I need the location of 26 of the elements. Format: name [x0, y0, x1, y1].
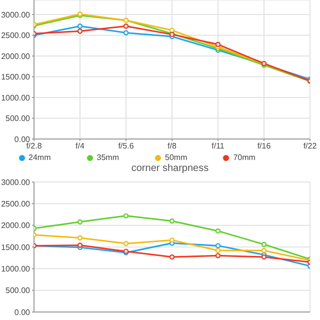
x-tick-label: f/4 — [76, 142, 85, 151]
y-tick-label: 1500.00 — [1, 72, 31, 82]
y-tick-label: 2000.00 — [1, 52, 31, 61]
y-tick-label: 500.00 — [6, 286, 31, 296]
y-tick-label: 2500.00 — [1, 200, 31, 209]
x-tick-label: f/16 — [257, 142, 272, 151]
legend-label: 35mm — [96, 153, 119, 162]
x-tick-label: f/8 — [168, 142, 177, 151]
y-tick-label: 2500.00 — [1, 31, 31, 40]
y-tick-label: 2000.00 — [1, 221, 31, 230]
x-tick-label: f/2.8 — [26, 142, 42, 151]
x-tick-label: f/5.6 — [118, 142, 134, 151]
legend-label: 50mm — [165, 153, 188, 162]
y-tick-label: 1000.00 — [1, 93, 31, 102]
x-tick-label: f/22 — [303, 142, 318, 151]
y-tick-label: 500.00 — [6, 114, 31, 124]
y-tick-label: 1000.00 — [1, 264, 31, 274]
y-tick-label: 1500.00 — [1, 242, 31, 252]
x-tick-label: f/11 — [212, 142, 225, 151]
legend-label: 24mm — [28, 153, 51, 162]
y-tick-label: 0.00 — [14, 134, 31, 144]
y-tick-label: 3000.00 — [1, 178, 31, 187]
chart-title: corner sharpness — [130, 162, 210, 176]
legend-label: 70mm — [233, 153, 256, 162]
y-tick-label: 3000.00 — [1, 10, 31, 20]
y-tick-label: 0.00 — [14, 308, 31, 317]
